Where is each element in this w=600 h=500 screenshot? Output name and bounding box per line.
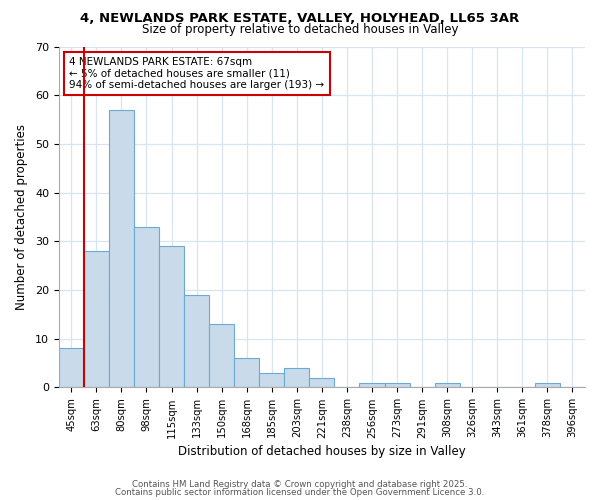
Bar xyxy=(134,226,159,388)
Bar xyxy=(259,373,284,388)
Bar xyxy=(184,295,209,388)
Text: 4, NEWLANDS PARK ESTATE, VALLEY, HOLYHEAD, LL65 3AR: 4, NEWLANDS PARK ESTATE, VALLEY, HOLYHEA… xyxy=(80,12,520,26)
Bar xyxy=(434,382,460,388)
Text: 4 NEWLANDS PARK ESTATE: 67sqm
← 5% of detached houses are smaller (11)
94% of se: 4 NEWLANDS PARK ESTATE: 67sqm ← 5% of de… xyxy=(70,56,325,90)
Bar xyxy=(159,246,184,388)
Bar xyxy=(535,382,560,388)
Bar xyxy=(209,324,234,388)
Bar xyxy=(310,378,334,388)
Bar xyxy=(109,110,134,388)
X-axis label: Distribution of detached houses by size in Valley: Distribution of detached houses by size … xyxy=(178,444,466,458)
Bar xyxy=(359,382,385,388)
Bar xyxy=(284,368,310,388)
Bar xyxy=(234,358,259,388)
Bar xyxy=(59,348,84,388)
Y-axis label: Number of detached properties: Number of detached properties xyxy=(15,124,28,310)
Text: Contains HM Land Registry data © Crown copyright and database right 2025.: Contains HM Land Registry data © Crown c… xyxy=(132,480,468,489)
Bar xyxy=(84,251,109,388)
Text: Contains public sector information licensed under the Open Government Licence 3.: Contains public sector information licen… xyxy=(115,488,485,497)
Bar xyxy=(385,382,410,388)
Text: Size of property relative to detached houses in Valley: Size of property relative to detached ho… xyxy=(142,22,458,36)
